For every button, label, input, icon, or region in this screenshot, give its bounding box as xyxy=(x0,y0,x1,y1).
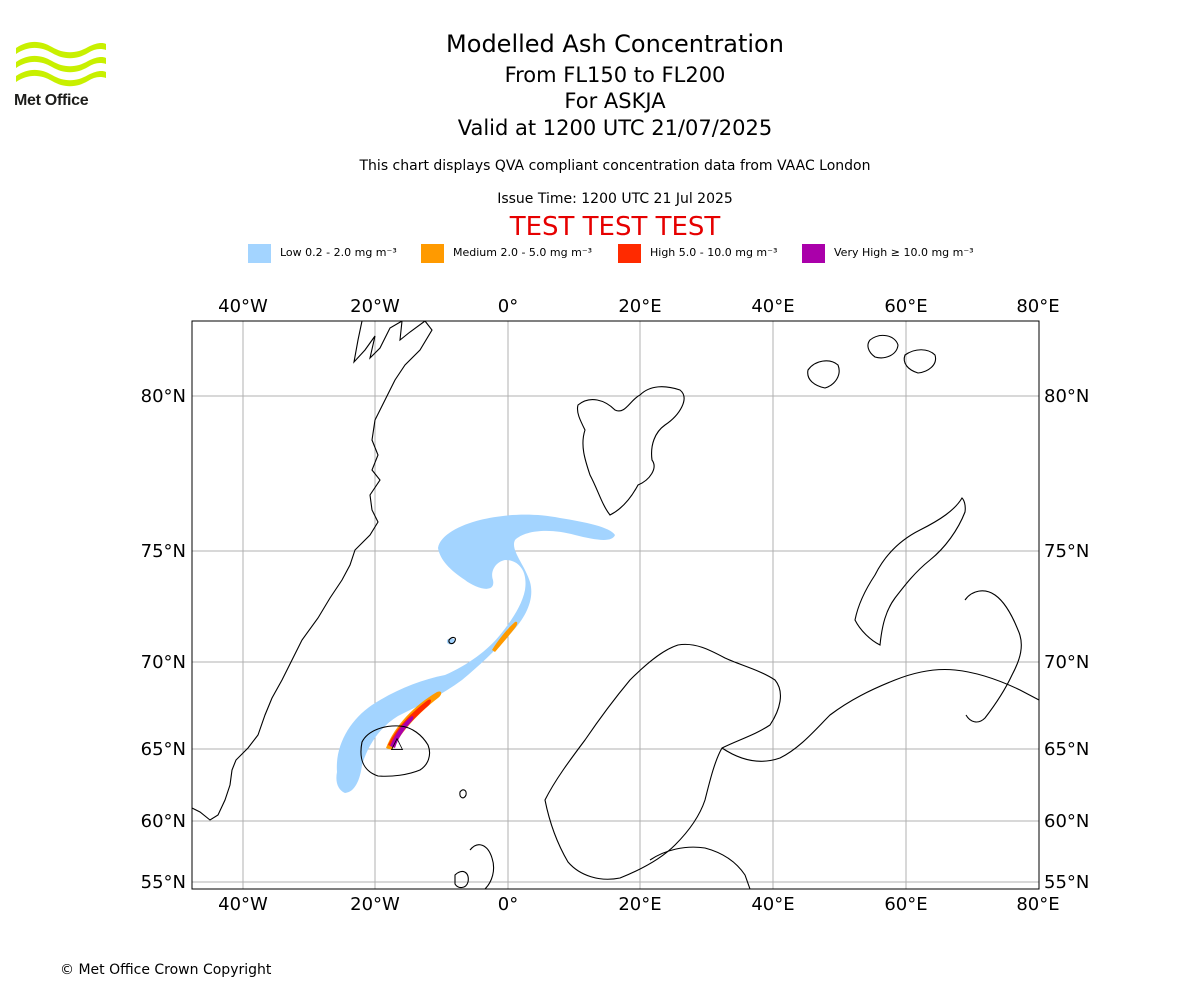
valid-time: Valid at 1200 UTC 21/07/2025 xyxy=(457,116,773,140)
lon-tick-top: 20°E xyxy=(618,296,661,317)
lon-tick-bottom: 60°E xyxy=(884,894,927,915)
lat-tick-right: 60°N xyxy=(1044,811,1089,832)
gridlines xyxy=(192,321,1039,889)
lat-tick-right: 55°N xyxy=(1044,872,1089,893)
coastlines xyxy=(192,321,1039,889)
lon-tick-top: 60°E xyxy=(884,296,927,317)
lat-tick-left: 65°N xyxy=(141,739,186,760)
lat-tick-right: 75°N xyxy=(1044,541,1089,562)
legend-swatch-high xyxy=(618,244,641,263)
lon-tick-top: 20°W xyxy=(350,296,400,317)
copyright-notice: © Met Office Crown Copyright xyxy=(60,962,272,978)
ash-very-high-area xyxy=(390,716,414,748)
test-banner: TEST TEST TEST xyxy=(509,212,721,242)
lon-tick-bottom: 0° xyxy=(498,894,518,915)
lon-tick-bottom: 40°E xyxy=(751,894,794,915)
lat-tick-right: 65°N xyxy=(1044,739,1089,760)
ash-low-area xyxy=(336,514,615,793)
lon-tick-top: 40°E xyxy=(751,296,794,317)
lat-tick-left: 70°N xyxy=(141,652,186,673)
chart-subtitle: This chart displays QVA compliant concen… xyxy=(359,158,871,174)
legend-label-medium: Medium 2.0 - 5.0 mg m⁻³ xyxy=(453,246,593,259)
legend-label-low: Low 0.2 - 2.0 mg m⁻³ xyxy=(280,246,397,259)
lon-tick-bottom: 20°E xyxy=(618,894,661,915)
lon-tick-bottom: 80°E xyxy=(1016,894,1059,915)
lon-tick-top: 40°W xyxy=(218,296,268,317)
lon-tick-bottom: 40°W xyxy=(218,894,268,915)
chart-title: Modelled Ash Concentration xyxy=(446,30,784,58)
lat-tick-left: 75°N xyxy=(141,541,186,562)
lat-tick-left: 55°N xyxy=(141,872,186,893)
lat-tick-left: 60°N xyxy=(141,811,186,832)
lat-tick-right: 80°N xyxy=(1044,386,1089,407)
flight-level-range: From FL150 to FL200 xyxy=(504,63,726,87)
lon-tick-bottom: 20°W xyxy=(350,894,400,915)
lat-tick-left: 80°N xyxy=(141,386,186,407)
legend-label-very-high: Very High ≥ 10.0 mg m⁻³ xyxy=(834,246,974,259)
logo-wordmark: Met Office xyxy=(14,92,89,109)
lat-tick-right: 70°N xyxy=(1044,652,1089,673)
legend-swatch-low xyxy=(248,244,271,263)
legend-swatch-very-high xyxy=(802,244,825,263)
lon-tick-top: 80°E xyxy=(1016,296,1059,317)
lon-tick-top: 0° xyxy=(498,296,518,317)
volcano-name: For ASKJA xyxy=(564,89,666,113)
met-office-logo xyxy=(16,41,106,87)
issue-time: Issue Time: 1200 UTC 21 Jul 2025 xyxy=(497,191,733,207)
volcano-marker: △ xyxy=(391,733,404,752)
legend-label-high: High 5.0 - 10.0 mg m⁻³ xyxy=(650,246,778,259)
legend-swatch-medium xyxy=(421,244,444,263)
map-frame xyxy=(191,320,1040,890)
legend: Low 0.2 - 2.0 mg m⁻³ Medium 2.0 - 5.0 mg… xyxy=(0,244,1200,264)
